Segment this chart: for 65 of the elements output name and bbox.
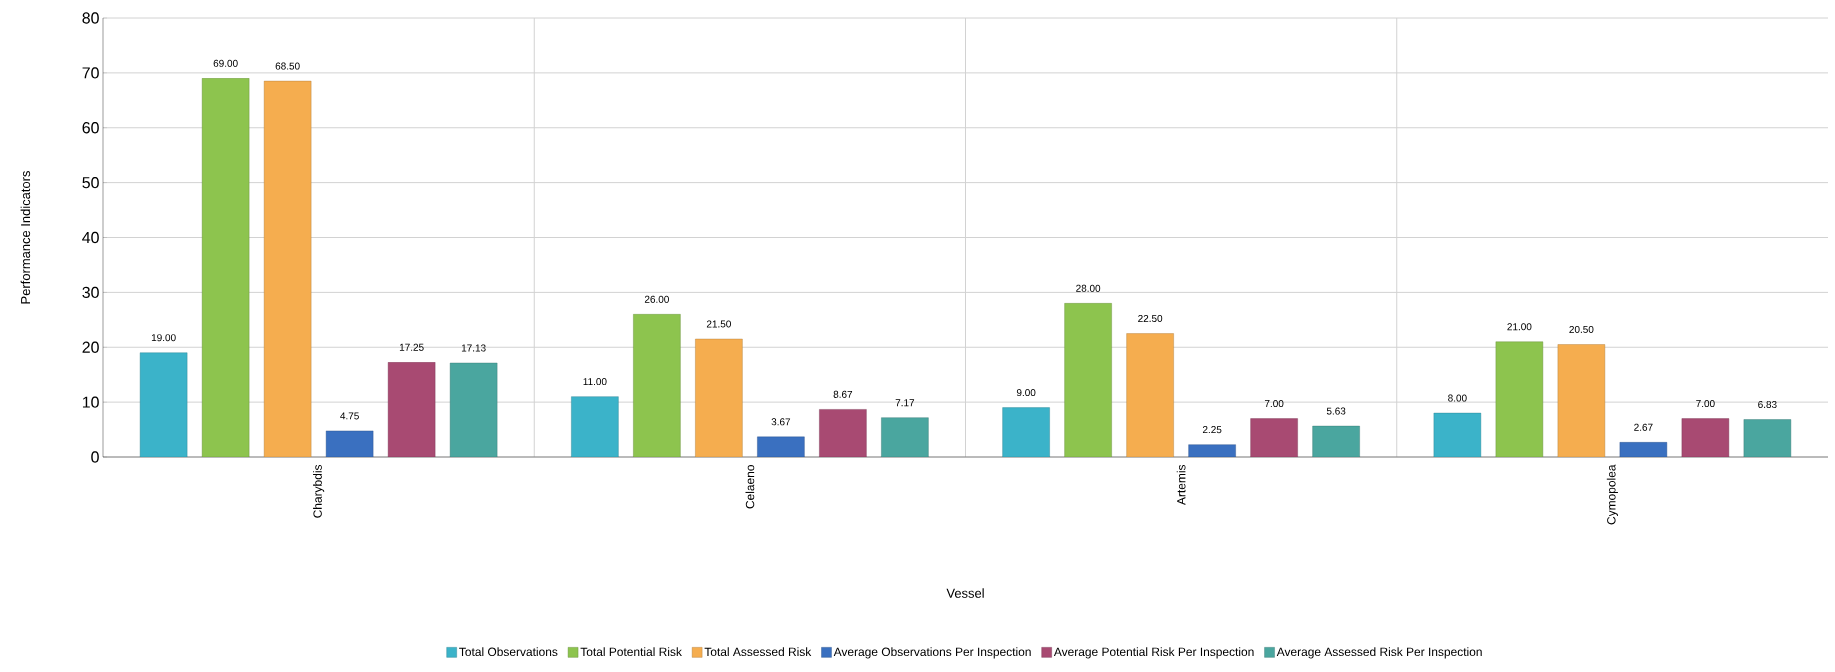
bar	[881, 417, 929, 457]
bar	[695, 338, 743, 457]
bar	[1433, 412, 1482, 457]
data-label: 8.67	[833, 390, 853, 398]
data-label: 11.00	[583, 378, 607, 386]
bar	[1743, 419, 1792, 457]
bar	[819, 409, 867, 457]
bar	[263, 80, 312, 457]
data-label: 2.67	[1634, 423, 1653, 431]
y-tick-label: 80	[82, 12, 99, 24]
x-tick-label: Celaeno	[745, 465, 755, 509]
y-tick-label: 10	[82, 396, 99, 408]
y-tick-label: 40	[82, 231, 99, 244]
bar	[1681, 418, 1730, 457]
data-label: 28.00	[1076, 284, 1101, 292]
y-tick-label: 0	[91, 451, 99, 463]
data-label: 7.00	[1696, 400, 1715, 408]
x-axis-title: Vessel	[946, 588, 984, 598]
legend-label: Total Potential Risk	[580, 647, 682, 657]
bar	[571, 396, 619, 457]
data-label: 17.25	[399, 343, 424, 351]
data-label: 4.75	[340, 412, 359, 420]
legend-label: Total Observations	[459, 647, 558, 657]
bar	[1064, 303, 1112, 457]
bar	[1312, 425, 1360, 457]
data-label: 68.50	[275, 62, 300, 70]
x-tick-label: Cymopolea	[1606, 464, 1618, 525]
bar	[387, 362, 436, 457]
data-label: 9.00	[1016, 389, 1036, 397]
bar	[449, 362, 498, 457]
data-label: 21.00	[1507, 323, 1532, 331]
data-label: 69.00	[213, 59, 238, 67]
legend-label: Average Observations Per Inspection	[833, 647, 1031, 659]
data-label: 5.63	[1326, 407, 1346, 415]
data-label: 17.13	[461, 344, 486, 352]
y-tick-label: 70	[82, 67, 99, 79]
data-label: 8.00	[1448, 394, 1467, 402]
bar	[633, 314, 681, 457]
data-label: 21.50	[706, 320, 731, 328]
data-label: 3.67	[771, 418, 791, 426]
bar	[1495, 341, 1544, 457]
y-tick-label: 20	[82, 341, 99, 353]
data-label: 26.00	[644, 295, 669, 303]
data-label: 19.00	[151, 334, 176, 342]
data-label: 7.00	[1264, 400, 1284, 408]
legend-label: Average Assessed Risk Per Inspection	[1276, 647, 1482, 659]
bar	[1557, 344, 1606, 457]
bar	[1126, 333, 1174, 457]
legend-label: Average Potential Risk Per Inspection	[1053, 647, 1254, 659]
x-tick-label: Charybdis	[313, 464, 325, 518]
bar	[201, 78, 250, 457]
y-tick-label: 50	[82, 176, 99, 189]
y-tick-label: 30	[82, 286, 99, 299]
y-axis-title: Performance Indicators	[20, 171, 31, 304]
data-label: 2.25	[1202, 426, 1222, 434]
data-label: 20.50	[1569, 325, 1594, 333]
legend-label: Total Assessed Risk	[704, 647, 812, 657]
x-tick-label: Artemis	[1176, 464, 1186, 506]
bar	[1002, 407, 1050, 457]
data-label: 22.50	[1138, 314, 1163, 323]
bar	[1250, 418, 1298, 457]
bar	[139, 352, 188, 457]
data-label: 7.17	[895, 399, 915, 407]
data-label: 6.83	[1758, 400, 1777, 408]
y-tick-label: 60	[82, 122, 99, 134]
